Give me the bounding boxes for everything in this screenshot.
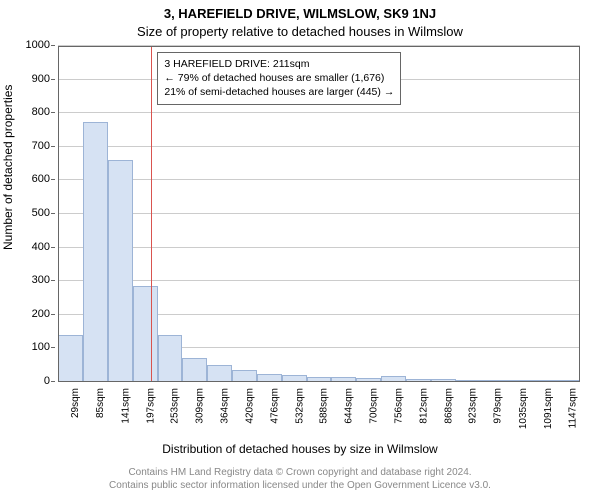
x-tick-label: 868sqm — [444, 388, 455, 424]
histogram-bar — [182, 358, 207, 382]
x-tick-label: 197sqm — [145, 388, 156, 424]
histogram-bar — [406, 379, 431, 382]
y-tick-label: 400 — [0, 241, 50, 253]
x-tick-label: 923sqm — [468, 388, 479, 424]
histogram-bar — [282, 375, 307, 382]
x-tick-label: 141sqm — [120, 388, 131, 424]
x-tick-label: 979sqm — [493, 388, 504, 424]
x-tick-label: 756sqm — [394, 388, 405, 424]
chart-container: { "title": "3, HAREFIELD DRIVE, WILMSLOW… — [0, 0, 600, 500]
footer-line: Contains public sector information licen… — [0, 479, 600, 492]
histogram-bar — [431, 379, 456, 382]
y-tick-label: 1000 — [0, 39, 50, 51]
histogram-bar — [480, 380, 505, 382]
histogram-bar — [108, 160, 133, 382]
histogram-bar — [58, 335, 83, 382]
footer: Contains HM Land Registry data © Crown c… — [0, 466, 600, 492]
y-tick-label: 200 — [0, 308, 50, 320]
y-tick-label: 0 — [0, 375, 50, 387]
x-tick-label: 476sqm — [269, 388, 280, 424]
chart-title: 3, HAREFIELD DRIVE, WILMSLOW, SK9 1NJ — [0, 6, 600, 21]
annotation-line: 3 HAREFIELD DRIVE: 211sqm — [164, 57, 394, 71]
x-tick-label: 700sqm — [369, 388, 380, 424]
x-axis-label: Distribution of detached houses by size … — [0, 442, 600, 456]
y-tick-label: 800 — [0, 106, 50, 118]
histogram-bar — [133, 286, 158, 382]
annotation-line: 21% of semi-detached houses are larger (… — [164, 85, 394, 99]
histogram-bar — [555, 380, 580, 382]
histogram-bar — [83, 122, 108, 382]
x-tick-label: 85sqm — [95, 388, 106, 418]
histogram-bar — [158, 335, 183, 382]
x-tick-label: 420sqm — [244, 388, 255, 424]
x-tick-label: 644sqm — [344, 388, 355, 424]
histogram-bar — [207, 365, 232, 382]
y-tick-label: 500 — [0, 207, 50, 219]
x-tick-label: 253sqm — [170, 388, 181, 424]
plot-area: 3 HAREFIELD DRIVE: 211sqm ← 79% of detac… — [58, 46, 580, 382]
x-tick-label: 364sqm — [219, 388, 230, 424]
histogram-bar — [307, 377, 332, 382]
y-tick-label: 700 — [0, 140, 50, 152]
annotation-line: ← 79% of detached houses are smaller (1,… — [164, 71, 394, 85]
histogram-bar — [356, 378, 381, 382]
x-tick-label: 29sqm — [70, 388, 81, 418]
histogram-bar — [530, 380, 555, 382]
histogram-bar — [257, 374, 282, 382]
histogram-bar — [232, 370, 257, 382]
x-tick-label: 1035sqm — [518, 388, 529, 429]
footer-line: Contains HM Land Registry data © Crown c… — [0, 466, 600, 479]
histogram-bar — [505, 380, 530, 382]
x-tick-label: 812sqm — [419, 388, 430, 424]
x-tick-label: 309sqm — [195, 388, 206, 424]
histogram-bar — [381, 376, 406, 382]
x-tick-label: 1091sqm — [543, 388, 554, 429]
annotation-box: 3 HAREFIELD DRIVE: 211sqm ← 79% of detac… — [157, 52, 401, 105]
histogram-bar — [331, 377, 356, 382]
x-tick-label: 1147sqm — [568, 388, 579, 428]
y-tick-label: 600 — [0, 173, 50, 185]
chart-subtitle: Size of property relative to detached ho… — [0, 24, 600, 39]
x-tick-label: 532sqm — [294, 388, 305, 424]
y-tick-label: 100 — [0, 341, 50, 353]
marker-line — [151, 46, 152, 382]
y-tick-label: 300 — [0, 274, 50, 286]
x-tick-label: 588sqm — [319, 388, 330, 424]
y-tick-label: 900 — [0, 73, 50, 85]
histogram-bar — [456, 380, 481, 382]
